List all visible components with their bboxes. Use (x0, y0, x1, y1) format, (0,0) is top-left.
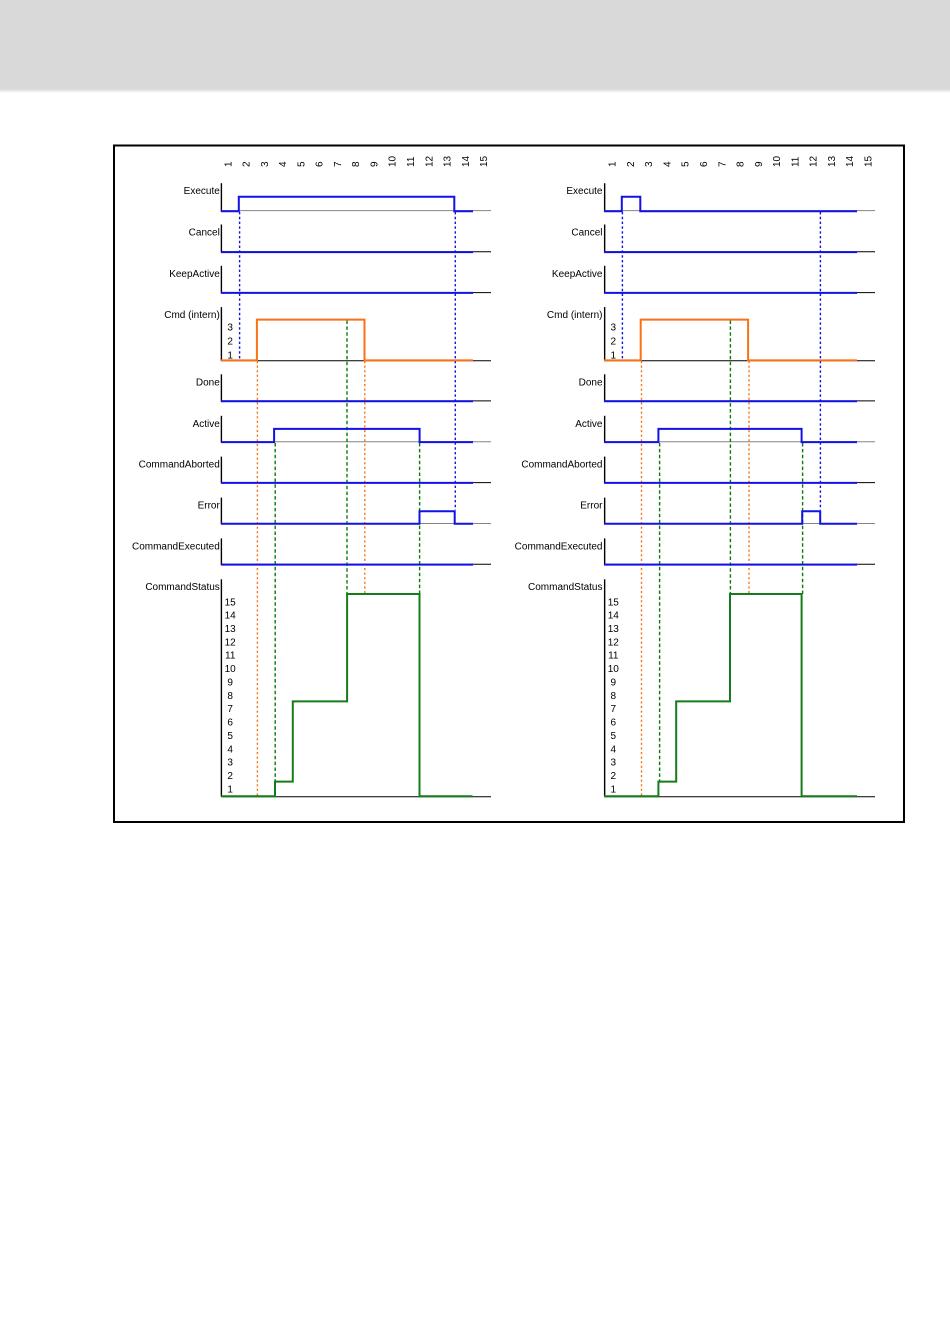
svg-text:15: 15 (479, 155, 490, 167)
svg-text:Error: Error (580, 501, 603, 512)
svg-text:7: 7 (611, 704, 617, 715)
svg-text:CommandStatus: CommandStatus (528, 582, 602, 593)
svg-text:3: 3 (611, 323, 617, 334)
svg-text:9: 9 (611, 678, 617, 689)
svg-text:3: 3 (611, 758, 617, 769)
svg-text:11: 11 (790, 156, 801, 167)
svg-text:11: 11 (608, 651, 619, 662)
svg-text:11: 11 (406, 156, 417, 167)
svg-text:5: 5 (296, 161, 307, 167)
svg-text:Done: Done (196, 377, 220, 388)
svg-text:4: 4 (227, 744, 233, 755)
svg-text:1: 1 (223, 161, 234, 167)
svg-text:KeepActive: KeepActive (169, 269, 220, 280)
svg-text:7: 7 (717, 161, 728, 167)
svg-text:CommandStatus: CommandStatus (145, 582, 219, 593)
svg-text:14: 14 (845, 155, 856, 167)
svg-text:11: 11 (225, 651, 236, 662)
svg-text:10: 10 (608, 664, 620, 675)
svg-text:Error: Error (198, 501, 221, 512)
svg-text:Cmd (intern): Cmd (intern) (547, 310, 603, 321)
svg-text:Cancel: Cancel (189, 228, 220, 239)
svg-text:6: 6 (227, 718, 233, 729)
svg-text:9: 9 (754, 161, 765, 167)
svg-text:1: 1 (227, 351, 233, 362)
svg-text:6: 6 (611, 718, 617, 729)
svg-text:12: 12 (424, 155, 435, 167)
svg-text:15: 15 (225, 597, 237, 608)
svg-text:9: 9 (370, 161, 381, 167)
svg-text:10: 10 (772, 155, 783, 167)
svg-text:Cmd (intern): Cmd (intern) (164, 310, 220, 321)
svg-text:CommandExecuted: CommandExecuted (515, 541, 603, 552)
svg-text:14: 14 (461, 155, 472, 167)
svg-text:8: 8 (736, 161, 747, 167)
svg-text:6: 6 (315, 161, 326, 167)
svg-text:10: 10 (225, 664, 237, 675)
svg-text:14: 14 (608, 611, 620, 622)
svg-text:8: 8 (227, 691, 233, 702)
svg-text:12: 12 (225, 637, 237, 648)
svg-text:3: 3 (227, 323, 233, 334)
svg-text:13: 13 (827, 155, 838, 167)
svg-text:5: 5 (611, 731, 617, 742)
svg-text:3: 3 (260, 161, 271, 167)
svg-text:8: 8 (351, 161, 362, 167)
svg-text:Done: Done (579, 377, 603, 388)
svg-text:2: 2 (626, 161, 637, 167)
svg-text:Active: Active (575, 419, 603, 430)
svg-text:1: 1 (227, 784, 233, 795)
svg-text:CommandAborted: CommandAborted (139, 460, 220, 471)
svg-text:4: 4 (611, 744, 617, 755)
svg-text:KeepActive: KeepActive (552, 269, 603, 280)
svg-text:13: 13 (608, 624, 620, 635)
svg-text:2: 2 (227, 337, 233, 348)
svg-text:2: 2 (227, 771, 233, 782)
svg-text:4: 4 (278, 161, 289, 167)
svg-text:Cancel: Cancel (571, 228, 602, 239)
svg-text:Execute: Execute (566, 186, 603, 197)
svg-text:8: 8 (611, 691, 617, 702)
svg-text:6: 6 (699, 161, 710, 167)
svg-text:7: 7 (333, 161, 344, 167)
svg-text:15: 15 (864, 155, 875, 167)
svg-text:2: 2 (611, 771, 617, 782)
svg-text:12: 12 (809, 155, 820, 167)
svg-text:9: 9 (227, 678, 233, 689)
svg-text:Execute: Execute (184, 186, 221, 197)
svg-text:4: 4 (662, 161, 673, 167)
svg-text:2: 2 (611, 337, 617, 348)
svg-text:Active: Active (193, 419, 221, 430)
svg-text:7: 7 (227, 704, 233, 715)
svg-text:10: 10 (388, 155, 399, 167)
svg-text:13: 13 (225, 624, 237, 635)
svg-text:CommandExecuted: CommandExecuted (132, 541, 220, 552)
svg-text:CommandAborted: CommandAborted (521, 460, 602, 471)
svg-text:5: 5 (681, 161, 692, 167)
svg-text:1: 1 (611, 784, 617, 795)
svg-text:2: 2 (242, 161, 253, 167)
svg-text:5: 5 (227, 731, 233, 742)
svg-text:12: 12 (608, 637, 620, 648)
svg-text:13: 13 (443, 155, 454, 167)
svg-text:1: 1 (611, 351, 617, 362)
svg-text:1: 1 (608, 161, 619, 167)
svg-text:14: 14 (225, 611, 237, 622)
svg-text:3: 3 (644, 161, 655, 167)
svg-text:15: 15 (608, 597, 620, 608)
svg-text:3: 3 (227, 758, 233, 769)
